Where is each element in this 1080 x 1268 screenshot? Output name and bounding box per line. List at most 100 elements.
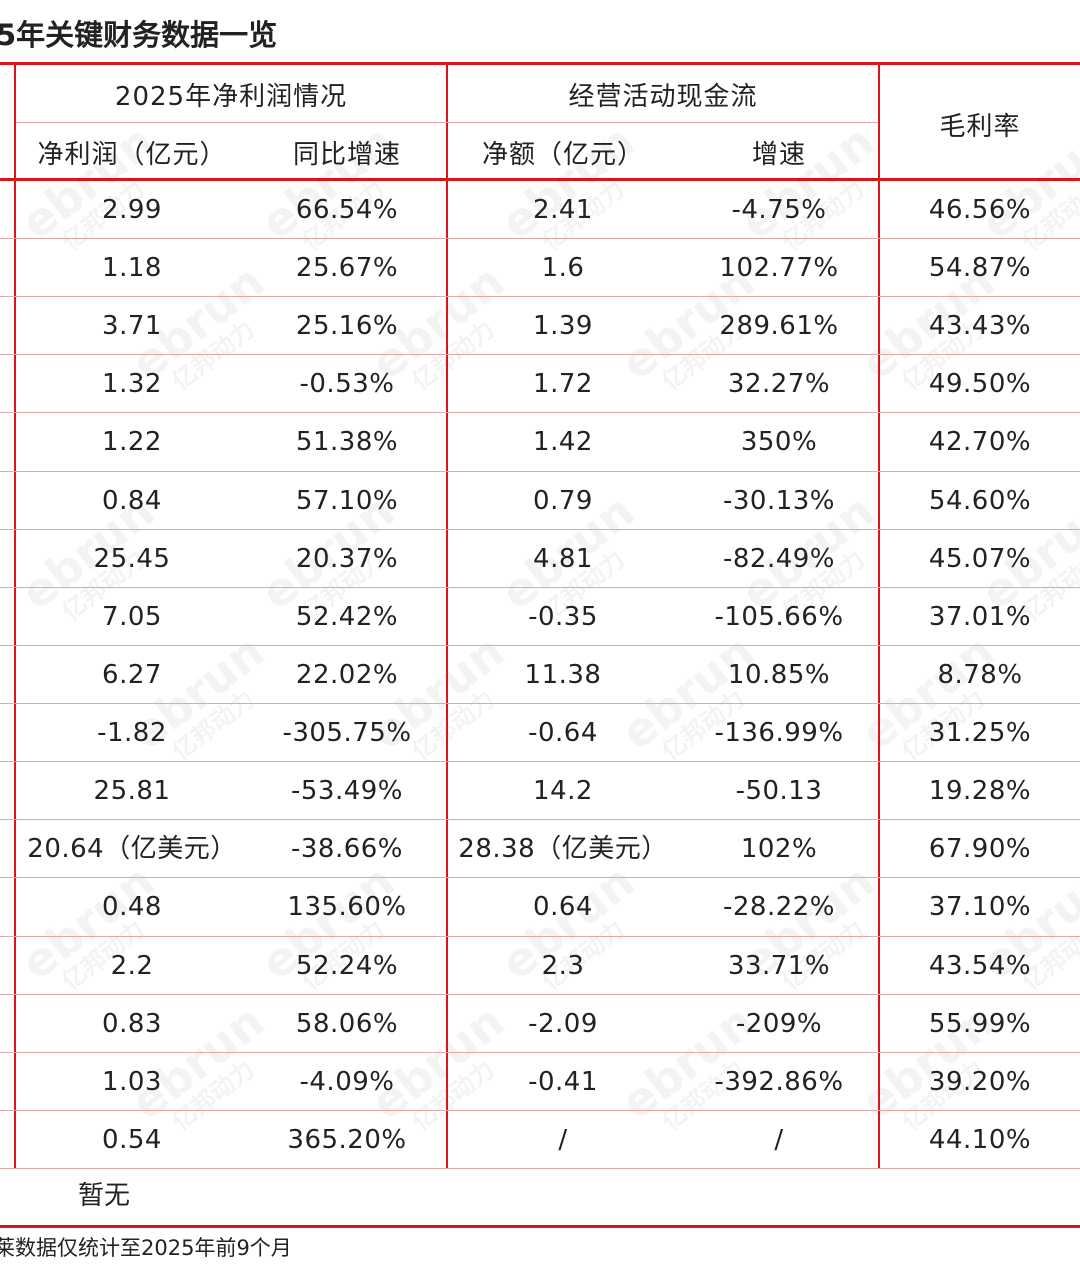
header-yoy-growth: 同比增速 <box>292 140 401 170</box>
page-title: 5年关键财务数据一览 <box>0 18 278 52</box>
gross-margin-cell: 49.50% <box>928 369 1032 400</box>
yoy-growth-cell: -53.49% <box>290 776 404 807</box>
net-profit-cell: 6.27 <box>102 659 162 690</box>
growth-cell: 102% <box>740 834 818 865</box>
net-amount-cell: -0.35 <box>528 601 598 632</box>
row-divider <box>0 703 1080 705</box>
net-profit-cell: 0.54 <box>102 1124 162 1155</box>
col-divider-left <box>14 65 16 1168</box>
net-amount-cell: 11.38 <box>524 659 602 690</box>
row-divider <box>0 1051 1080 1053</box>
net-amount-cell: / <box>558 1124 568 1155</box>
net-profit-cell: 20.64（亿美元） <box>27 834 237 865</box>
yoy-growth-cell: 25.16% <box>295 311 399 342</box>
gross-margin-cell: 39.20% <box>928 1066 1032 1097</box>
net-amount-cell: 2.3 <box>541 950 585 981</box>
row-divider <box>0 644 1080 646</box>
net-profit-cell: 25.81 <box>93 776 171 807</box>
yoy-growth-cell: 25.67% <box>295 253 399 284</box>
growth-cell: 350% <box>740 427 818 458</box>
header-net-profit: 净利润（亿元） <box>37 140 227 170</box>
gross-margin-cell: 42.70% <box>928 427 1032 458</box>
row-divider <box>0 935 1080 937</box>
table-top-border <box>0 62 1080 65</box>
row-divider <box>0 877 1080 879</box>
growth-cell: 10.85% <box>727 659 831 690</box>
net-profit-cell: 2.99 <box>102 195 162 225</box>
gross-margin-cell: 54.60% <box>928 485 1032 516</box>
row-divider <box>0 354 1080 356</box>
col-divider-cashflow-margin <box>878 65 880 1168</box>
yoy-growth-cell: 365.20% <box>287 1124 407 1155</box>
growth-cell: 33.71% <box>727 950 831 981</box>
gross-margin-cell: 43.54% <box>928 950 1032 981</box>
net-profit-cell: 7.05 <box>102 601 162 632</box>
net-amount-cell: 1.72 <box>533 369 593 400</box>
growth-cell: 32.27% <box>727 369 831 400</box>
yoy-growth-cell: 51.38% <box>295 427 399 458</box>
header-net-amount: 净额（亿元） <box>481 140 644 170</box>
gross-margin-cell: 44.10% <box>928 1124 1032 1155</box>
net-profit-cell: 1.18 <box>102 253 162 284</box>
col-divider-netprofit-cashflow <box>446 65 448 1168</box>
yoy-growth-cell: 52.42% <box>295 601 399 632</box>
net-profit-cell: 25.45 <box>93 543 171 574</box>
yoy-growth-cell: 57.10% <box>295 485 399 516</box>
net-amount-cell: -0.64 <box>528 718 598 749</box>
gross-margin-cell: 46.56% <box>928 195 1032 225</box>
yoy-growth-cell: 66.54% <box>295 195 399 225</box>
row-divider <box>0 819 1080 821</box>
gross-margin-cell: 8.78% <box>937 659 1023 690</box>
row-divider <box>0 1109 1080 1111</box>
yoy-growth-cell: 135.60% <box>287 892 407 923</box>
yoy-growth-cell: 22.02% <box>295 659 399 690</box>
net-profit-cell: 1.22 <box>102 427 162 458</box>
gross-margin-cell: 37.01% <box>928 601 1032 632</box>
net-amount-cell: 1.6 <box>541 253 585 284</box>
net-amount-cell: 0.79 <box>533 485 593 516</box>
growth-cell: -28.22% <box>722 892 836 923</box>
row-divider <box>0 1168 1080 1170</box>
footnote: 莱数据仅统计至2025年前9个月 <box>0 1236 292 1260</box>
net-amount-cell: 1.39 <box>533 311 593 342</box>
growth-cell: -82.49% <box>722 543 836 574</box>
gross-margin-cell: 43.43% <box>928 311 1032 342</box>
growth-cell: -209% <box>735 1008 823 1039</box>
gross-margin-cell: 67.90% <box>928 834 1032 865</box>
yoy-growth-cell: 20.37% <box>295 543 399 574</box>
yoy-growth-cell: -305.75% <box>282 718 412 749</box>
net-profit-cell: -1.82 <box>97 718 167 749</box>
growth-cell: 102.77% <box>719 253 839 284</box>
growth-cell: -136.99% <box>714 718 844 749</box>
growth-cell: -50.13 <box>735 776 823 807</box>
header-group-net-profit: 2025年净利润情况 <box>114 82 348 112</box>
yoy-growth-cell: -4.09% <box>299 1066 395 1097</box>
row-divider <box>0 528 1080 530</box>
growth-cell: -30.13% <box>722 485 836 516</box>
gross-margin-cell: 37.10% <box>928 892 1032 923</box>
net-amount-cell: 0.64 <box>533 892 593 923</box>
gross-margin-cell: 45.07% <box>928 543 1032 574</box>
row-divider <box>0 586 1080 588</box>
net-profit-cell: 3.71 <box>102 311 162 342</box>
growth-cell: -105.66% <box>714 601 844 632</box>
net-amount-cell: 28.38（亿美元） <box>458 834 668 865</box>
header-bottom-border <box>0 178 1080 181</box>
row-divider <box>0 470 1080 472</box>
net-amount-cell: 1.42 <box>533 427 593 458</box>
yoy-growth-cell: -0.53% <box>299 369 395 400</box>
row-divider <box>0 238 1080 240</box>
pending-row-label: 暂无 <box>78 1181 131 1211</box>
header-growth: 增速 <box>751 140 806 170</box>
net-amount-cell: 2.41 <box>533 195 593 225</box>
row-divider <box>0 296 1080 298</box>
row-divider <box>0 993 1080 995</box>
row-divider <box>0 412 1080 414</box>
row-divider <box>0 761 1080 763</box>
net-profit-cell: 1.03 <box>102 1066 162 1097</box>
net-profit-cell: 2.2 <box>110 950 154 981</box>
net-profit-cell: 0.83 <box>102 1008 162 1039</box>
gross-margin-cell: 55.99% <box>928 1008 1032 1039</box>
net-amount-cell: 4.81 <box>533 543 593 574</box>
net-profit-cell: 0.48 <box>102 892 162 923</box>
